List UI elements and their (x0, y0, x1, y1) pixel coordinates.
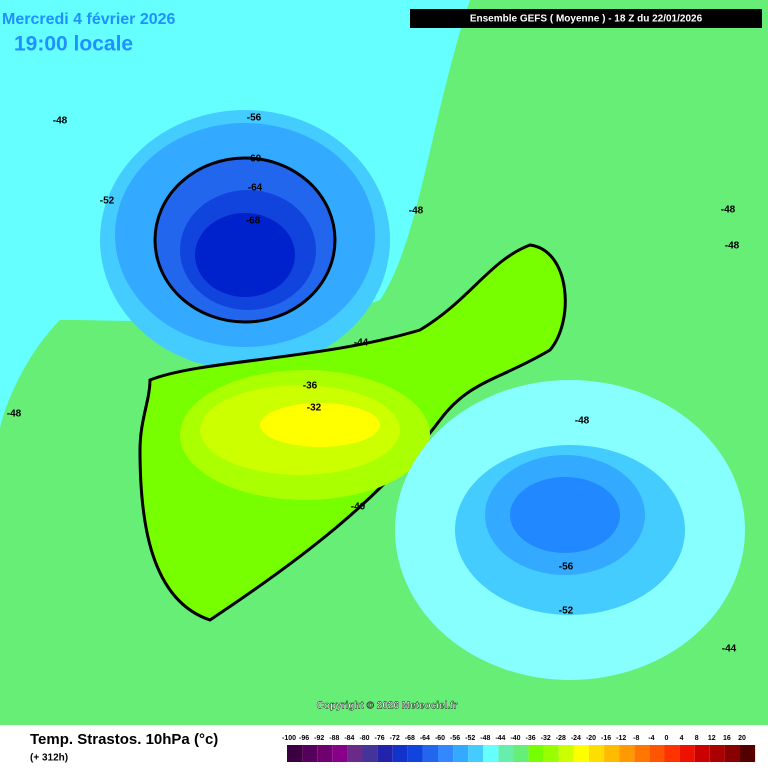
contour-label: -44 (722, 644, 737, 655)
color-swatch (724, 745, 740, 762)
contour-32 (260, 403, 380, 447)
contour-label: -36 (303, 381, 318, 392)
copyright: Copyright © 2026 Meteociel.fr (317, 701, 458, 712)
lead-time: (+ 312h) (30, 753, 68, 764)
scale-label: -64 (420, 735, 430, 742)
scale-label: -76 (375, 735, 385, 742)
color-swatch (422, 745, 438, 762)
scale-label: -56 (450, 735, 460, 742)
scale-label: -52 (465, 735, 475, 742)
color-swatch (558, 745, 574, 762)
contour-label: -52 (100, 196, 115, 207)
scale-label: -32 (541, 735, 551, 742)
color-swatch (287, 745, 303, 762)
contour-label: -48 (409, 206, 424, 217)
contour-label: -60 (247, 154, 262, 165)
scale-label: -8 (633, 735, 639, 742)
color-swatch (468, 745, 484, 762)
scale-label: 4 (680, 735, 684, 742)
scale-label: 12 (708, 735, 716, 742)
color-scale: -100 -96 -92 -88 -84 -80 -76 -72 -68 -64 -60 -56 -52… (282, 735, 756, 762)
scale-label: -92 (314, 735, 324, 742)
contour-label: -48 (53, 116, 68, 127)
scale-label: -44 (495, 735, 505, 742)
color-swatch (392, 745, 408, 762)
footer-title: Temp. Strastos. 10hPa (°c) (30, 731, 218, 748)
scale-label: -96 (299, 735, 309, 742)
color-swatch (498, 745, 514, 762)
scale-label: -4 (648, 735, 654, 742)
contour-label: -40 (351, 502, 366, 513)
date: Mercredi 4 février 2026 (2, 11, 176, 28)
color-swatch (649, 745, 665, 762)
color-swatch (302, 745, 318, 762)
contour-label: -32 (307, 403, 322, 414)
color-swatch (453, 745, 469, 762)
contour-68 (195, 213, 295, 297)
scale-label: 0 (665, 735, 669, 742)
color-swatch (438, 745, 454, 762)
contour-label: -56 (559, 562, 574, 573)
color-swatch (347, 745, 363, 762)
time: 19:00 locale (14, 33, 133, 56)
contour-label: -44 (354, 338, 369, 349)
contour-label: -52 (559, 606, 574, 617)
scale-label: -84 (344, 735, 354, 742)
scale-label: -68 (405, 735, 415, 742)
scale-label: -16 (601, 735, 611, 742)
run-info: Ensemble GEFS ( Moyenne ) - 18 Z du 22/0… (470, 14, 703, 25)
color-swatch (377, 745, 393, 762)
scale-label: -80 (359, 735, 369, 742)
scale-label: -40 (510, 735, 520, 742)
color-swatch (694, 745, 710, 762)
run-banner (410, 9, 762, 28)
color-swatch (589, 745, 605, 762)
color-swatch (362, 745, 378, 762)
color-swatch (407, 745, 423, 762)
scale-label: -12 (616, 735, 626, 742)
color-swatch (604, 745, 620, 762)
contour-58b (510, 477, 620, 553)
contour-label: -68 (246, 216, 261, 227)
scale-label: -28 (556, 735, 566, 742)
scale-label: -20 (586, 735, 596, 742)
scale-label: -48 (480, 735, 490, 742)
color-swatch (483, 745, 499, 762)
contour-labels: -48 -56 -60 -64 -68 -52 -48 -48 -48 -44 -36 -32 -48 -… (7, 113, 740, 655)
contour-label: -48 (725, 241, 740, 252)
scale-label: -100 (282, 735, 296, 742)
scale-label: 8 (695, 735, 699, 742)
color-swatch (619, 745, 635, 762)
scale-label: -36 (526, 735, 536, 742)
color-swatch (740, 745, 756, 762)
color-swatch (332, 745, 348, 762)
scale-label: -60 (435, 735, 445, 742)
color-swatch (573, 745, 589, 762)
color-swatch (317, 745, 333, 762)
scale-label: -88 (329, 735, 339, 742)
color-swatch (709, 745, 725, 762)
scale-label: -24 (571, 735, 581, 742)
color-swatch (664, 745, 680, 762)
color-swatch (513, 745, 529, 762)
contour-label: -48 (7, 409, 22, 420)
color-swatch (634, 745, 650, 762)
color-swatch (543, 745, 559, 762)
contour-label: -48 (721, 205, 736, 216)
scale-label: 16 (723, 735, 731, 742)
contour-label: -64 (248, 183, 263, 194)
scale-label: 20 (738, 735, 746, 742)
color-swatch (679, 745, 695, 762)
contour-label: -48 (575, 416, 590, 427)
color-swatch (528, 745, 544, 762)
scale-label: -72 (390, 735, 400, 742)
contour-label: -56 (247, 113, 262, 124)
